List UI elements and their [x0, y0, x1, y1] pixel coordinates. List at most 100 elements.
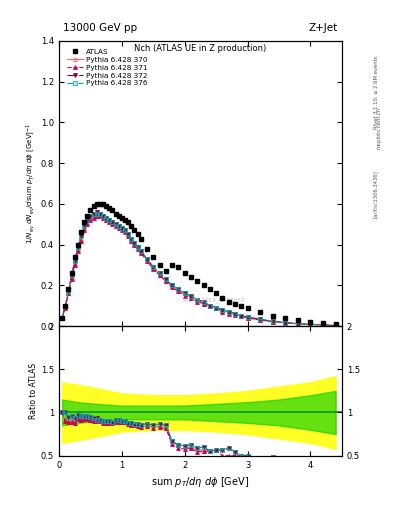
Pythia 6.428 372 [208, 303, 212, 309]
Text: Z+Jet: Z+Jet [309, 23, 338, 33]
ATLAS [220, 294, 225, 301]
Pythia 6.428 370 [104, 215, 108, 221]
Pythia 6.428 371 [182, 292, 187, 298]
Pythia 6.428 376 [189, 292, 193, 298]
Pythia 6.428 376 [308, 321, 313, 327]
Legend: ATLAS, Pythia 6.428 370, Pythia 6.428 371, Pythia 6.428 372, Pythia 6.428 376: ATLAS, Pythia 6.428 370, Pythia 6.428 37… [65, 48, 149, 88]
Pythia 6.428 372 [79, 233, 83, 240]
ATLAS [239, 303, 244, 309]
Pythia 6.428 376 [129, 236, 134, 242]
Pythia 6.428 370 [296, 321, 300, 327]
Pythia 6.428 371 [94, 213, 99, 219]
ATLAS [104, 203, 108, 209]
Pythia 6.428 371 [82, 227, 86, 233]
Pythia 6.428 370 [176, 286, 181, 292]
Pythia 6.428 370 [129, 236, 134, 242]
Line: Pythia 6.428 371: Pythia 6.428 371 [60, 214, 338, 327]
Pythia 6.428 372 [214, 305, 219, 311]
Pythia 6.428 376 [91, 211, 96, 217]
ATLAS [79, 229, 83, 236]
Pythia 6.428 376 [110, 219, 115, 225]
Pythia 6.428 371 [116, 225, 121, 231]
Pythia 6.428 376 [245, 314, 250, 320]
Pythia 6.428 376 [333, 323, 338, 329]
Pythia 6.428 370 [201, 301, 206, 307]
ATLAS [135, 231, 140, 238]
Pythia 6.428 376 [258, 316, 263, 323]
Pythia 6.428 372 [138, 248, 143, 254]
ATLAS [69, 270, 74, 276]
Pythia 6.428 372 [97, 211, 102, 217]
Pythia 6.428 376 [170, 282, 174, 288]
ATLAS [116, 213, 121, 219]
Pythia 6.428 370 [151, 264, 156, 270]
Pythia 6.428 370 [94, 211, 99, 217]
Pythia 6.428 371 [132, 242, 137, 248]
Pythia 6.428 371 [119, 227, 124, 233]
Pythia 6.428 370 [283, 320, 288, 326]
Pythia 6.428 371 [201, 301, 206, 307]
Pythia 6.428 370 [220, 307, 225, 313]
Pythia 6.428 372 [129, 236, 134, 242]
Pythia 6.428 370 [60, 315, 64, 321]
Pythia 6.428 372 [82, 223, 86, 229]
Pythia 6.428 372 [110, 219, 115, 225]
Pythia 6.428 372 [66, 288, 71, 294]
Pythia 6.428 376 [296, 321, 300, 327]
Line: Pythia 6.428 372: Pythia 6.428 372 [60, 210, 338, 327]
ATLAS [85, 213, 90, 219]
Pythia 6.428 376 [321, 322, 325, 328]
Pythia 6.428 372 [270, 318, 275, 324]
ATLAS [75, 242, 80, 248]
ATLAS [91, 203, 96, 209]
Pythia 6.428 370 [270, 318, 275, 325]
ATLAS [208, 286, 212, 292]
Pythia 6.428 376 [151, 264, 156, 270]
Pythia 6.428 376 [119, 225, 124, 231]
Pythia 6.428 371 [157, 272, 162, 278]
Pythia 6.428 376 [145, 256, 149, 262]
Text: [arXiv:1306.3436]: [arXiv:1306.3436] [373, 170, 378, 219]
Pythia 6.428 371 [176, 288, 181, 294]
Pythia 6.428 370 [208, 303, 212, 309]
Pythia 6.428 371 [88, 217, 93, 223]
ATLAS [72, 254, 77, 260]
Pythia 6.428 371 [72, 262, 77, 268]
ATLAS [113, 211, 118, 217]
Pythia 6.428 370 [132, 240, 137, 246]
Pythia 6.428 371 [97, 213, 102, 219]
Pythia 6.428 370 [107, 217, 112, 223]
Pythia 6.428 376 [163, 276, 168, 282]
Pythia 6.428 370 [101, 213, 105, 219]
Pythia 6.428 371 [245, 315, 250, 321]
ATLAS [189, 274, 193, 280]
Pythia 6.428 371 [258, 317, 263, 323]
ATLAS [270, 313, 275, 319]
Pythia 6.428 371 [270, 318, 275, 325]
Pythia 6.428 376 [60, 315, 64, 321]
Pythia 6.428 376 [195, 296, 200, 303]
Text: ATLAS_2019_I1736653: ATLAS_2019_I1736653 [183, 297, 246, 303]
Pythia 6.428 371 [321, 322, 325, 328]
Pythia 6.428 372 [72, 258, 77, 264]
Pythia 6.428 376 [126, 231, 130, 238]
Pythia 6.428 372 [157, 270, 162, 276]
Pythia 6.428 371 [60, 315, 64, 321]
Pythia 6.428 372 [123, 227, 127, 233]
Pythia 6.428 376 [75, 244, 80, 250]
Pythia 6.428 371 [189, 294, 193, 301]
Pythia 6.428 376 [88, 213, 93, 219]
Pythia 6.428 370 [321, 322, 325, 328]
Pythia 6.428 371 [135, 246, 140, 252]
Pythia 6.428 370 [110, 219, 115, 225]
Pythia 6.428 372 [226, 309, 231, 315]
Pythia 6.428 376 [97, 211, 102, 217]
Pythia 6.428 376 [123, 227, 127, 233]
Pythia 6.428 372 [170, 282, 174, 288]
ATLAS [110, 207, 115, 213]
Pythia 6.428 376 [208, 303, 212, 309]
Pythia 6.428 372 [321, 322, 325, 328]
Pythia 6.428 370 [82, 225, 86, 231]
Pythia 6.428 370 [233, 311, 237, 317]
Pythia 6.428 371 [75, 248, 80, 254]
